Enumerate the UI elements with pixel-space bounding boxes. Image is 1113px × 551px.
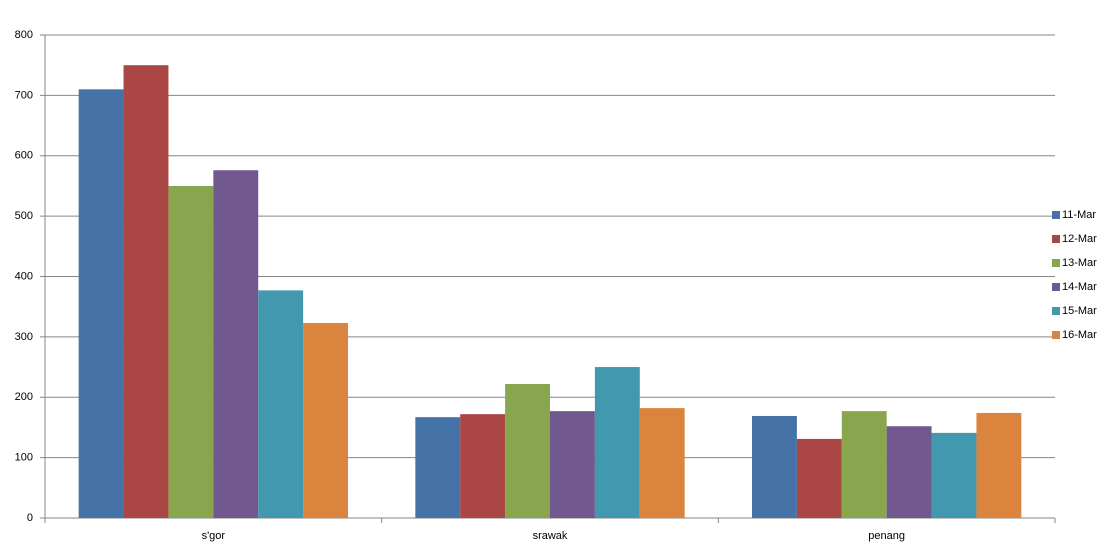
bar <box>639 408 685 518</box>
y-tick-label: 500 <box>15 210 33 222</box>
legend-swatch <box>1052 331 1060 339</box>
y-tick-label: 600 <box>15 150 33 162</box>
bar <box>505 383 550 518</box>
bar <box>594 367 640 518</box>
y-tick-label: 300 <box>15 331 33 343</box>
legend-swatch <box>1052 283 1060 291</box>
y-tick-label: 200 <box>15 391 33 403</box>
legend-swatch <box>1052 259 1060 267</box>
bar <box>931 432 977 518</box>
y-tick-label: 800 <box>15 29 33 41</box>
bar <box>550 411 595 518</box>
legend-label: 12-Mar <box>1062 233 1097 245</box>
bar <box>168 185 214 518</box>
bar <box>976 412 1022 518</box>
bar <box>752 415 797 518</box>
bar <box>796 438 842 518</box>
y-tick-label: 100 <box>15 452 33 464</box>
y-tick-label: 700 <box>15 89 33 101</box>
bar <box>886 426 932 518</box>
bar <box>303 322 348 518</box>
legend-label: 15-Mar <box>1062 305 1097 317</box>
bar <box>841 411 887 518</box>
legend-swatch <box>1052 307 1060 315</box>
legend-label: 14-Mar <box>1062 281 1097 293</box>
legend-label: 11-Mar <box>1062 209 1096 221</box>
bar <box>258 290 304 518</box>
bar <box>123 65 169 518</box>
legend-swatch <box>1052 211 1060 219</box>
bar <box>415 417 461 518</box>
legend-label: 16-Mar <box>1062 329 1097 341</box>
x-tick-label: srawak <box>533 530 568 542</box>
bar <box>460 414 506 518</box>
x-tick-label: penang <box>868 530 905 542</box>
bar <box>78 89 124 519</box>
legend-label: 13-Mar <box>1062 257 1097 269</box>
y-tick-label: 0 <box>27 512 33 524</box>
legend-swatch <box>1052 235 1060 243</box>
y-tick-label: 400 <box>15 270 33 282</box>
bar <box>213 170 259 519</box>
x-tick-label: s'gor <box>202 530 226 542</box>
